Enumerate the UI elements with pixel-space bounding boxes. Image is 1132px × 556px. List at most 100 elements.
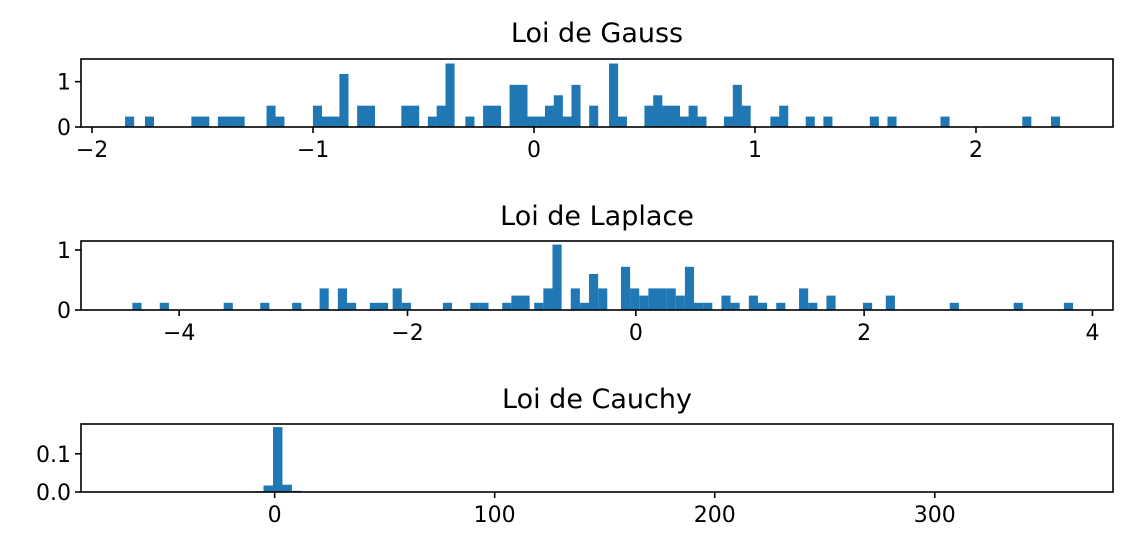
- x-tick-label: 0: [629, 321, 643, 346]
- axes: −4 −2 0 2 4 0 1: [57, 239, 1114, 346]
- histogram-bar: [217, 116, 227, 127]
- histogram-bar: [799, 288, 809, 310]
- histogram-bar: [339, 73, 349, 127]
- histogram-bar: [427, 116, 437, 127]
- histogram-bar: [826, 295, 836, 310]
- histogram-bar: [445, 63, 455, 127]
- histogram-bar: [266, 105, 276, 127]
- histogram-bar: [657, 288, 667, 310]
- histogram-bar: [598, 288, 608, 310]
- axes-frame: [80, 423, 1114, 493]
- axes: 0 100 200 300 0.0 0.1: [36, 423, 1114, 528]
- chart-title: Loi de Cauchy: [502, 384, 692, 415]
- histogram-bar: [465, 116, 475, 127]
- x-tick-label: −1: [297, 138, 329, 163]
- y-tick-label: 0: [57, 116, 71, 141]
- y-tick-label: 1: [57, 71, 71, 96]
- histogram-bar: [589, 274, 599, 310]
- histogram-bar: [694, 302, 704, 310]
- axes: −2 −1 0 1 2 0 1: [57, 58, 1114, 163]
- histogram-bar: [544, 105, 555, 127]
- x-tick-label: 0: [268, 503, 282, 528]
- y-tick-label: 0.1: [36, 443, 71, 468]
- histogram-bar: [223, 302, 233, 310]
- histogram-bar: [509, 84, 519, 127]
- histogram-bars: [125, 63, 1061, 127]
- histogram-bar: [776, 302, 786, 310]
- histogram-bar: [442, 302, 453, 310]
- histogram-bar: [502, 302, 512, 310]
- histogram-bar: [527, 116, 537, 127]
- x-tick-label: −2: [76, 138, 108, 163]
- x-tick-label: 2: [969, 138, 983, 163]
- histogram-bar: [470, 302, 480, 310]
- histogram-bar: [589, 105, 599, 127]
- histogram-bar: [534, 302, 544, 310]
- axes-frame: [80, 58, 1114, 128]
- histogram-bar: [675, 295, 685, 310]
- histogram-bar: [346, 302, 357, 310]
- histogram-bar: [319, 288, 329, 310]
- histogram-bar: [644, 105, 654, 127]
- histogram-bar: [1063, 302, 1074, 310]
- chart-title: Loi de Gauss: [511, 18, 683, 49]
- histogram-bar: [949, 302, 959, 310]
- histogram-bar: [757, 302, 768, 310]
- histogram-bar: [275, 116, 285, 127]
- x-tick-label: 4: [1085, 321, 1099, 346]
- histogram-bar: [885, 295, 895, 310]
- histogram-bar: [688, 105, 698, 127]
- histogram-bar: [703, 302, 713, 310]
- histogram-bar: [609, 63, 619, 127]
- y-tick-label: 1: [57, 239, 71, 264]
- histogram-bar: [648, 288, 658, 310]
- histogram-bar: [730, 302, 740, 310]
- histogram-bar: [191, 116, 201, 127]
- histogram-bar: [226, 116, 236, 127]
- histogram-bar: [401, 105, 411, 127]
- histogram-bar: [321, 116, 331, 127]
- histogram-bar: [887, 116, 897, 127]
- histogram-bar: [617, 116, 627, 127]
- subplot-cauchy: Loi de Cauchy 0 100 200 300 0.0 0.1: [36, 384, 1114, 528]
- histogram-bar: [536, 116, 546, 127]
- histogram-bar: [670, 105, 680, 127]
- histogram-bar: [748, 295, 758, 310]
- histogram-bar: [436, 105, 446, 127]
- histogram-bar: [292, 302, 302, 310]
- histogram-bar: [369, 302, 379, 310]
- histogram-bar: [1013, 302, 1023, 310]
- histogram-bar: [357, 105, 367, 127]
- histogram-bar: [779, 105, 789, 127]
- histogram-bar: [732, 84, 742, 127]
- histogram-bar: [805, 116, 815, 127]
- histogram-bar: [392, 288, 402, 310]
- histogram-bar: [741, 105, 751, 127]
- histogram-bar: [483, 105, 493, 127]
- histogram-bar: [125, 116, 135, 127]
- histogram-bar: [653, 95, 663, 127]
- histogram-bar: [518, 84, 528, 127]
- x-tick-label: 0: [527, 138, 541, 163]
- x-tick-label: 100: [474, 503, 516, 528]
- histogram-bar: [491, 105, 501, 127]
- histogram-bar: [282, 484, 292, 492]
- histogram-bar: [272, 427, 283, 492]
- histogram-bar: [330, 116, 340, 127]
- histogram-bar: [697, 116, 707, 127]
- histogram-bar: [770, 116, 780, 127]
- y-tick-label: 0: [57, 299, 71, 324]
- histogram-bar: [630, 288, 640, 310]
- histogram-bar: [410, 105, 420, 127]
- histogram-bar: [312, 105, 322, 127]
- subplot-laplace: Loi de Laplace −4 −2 0 2 4 0 1: [57, 201, 1114, 346]
- histogram-bar: [620, 266, 631, 310]
- histogram-bar: [723, 116, 734, 127]
- histogram-bar: [401, 302, 411, 310]
- x-tick-label: 2: [857, 321, 871, 346]
- histogram-bar: [511, 295, 521, 310]
- histogram-bar: [552, 244, 562, 310]
- x-tick-label: 1: [748, 138, 762, 163]
- histogram-bar: [144, 116, 155, 127]
